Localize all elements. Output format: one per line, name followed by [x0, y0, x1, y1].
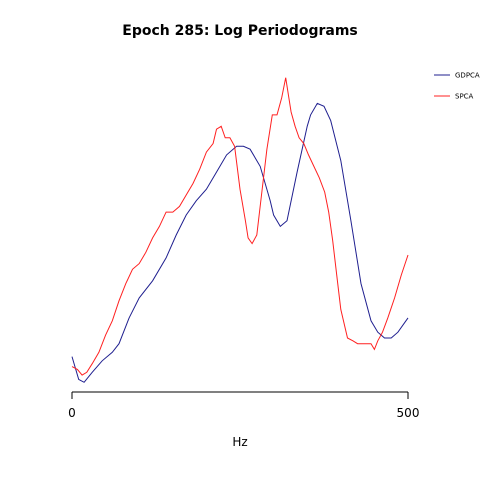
series-line-spca [71, 77, 409, 376]
series-line-gdpca [71, 102, 409, 383]
x-tick-label-1: 500 [397, 406, 420, 420]
x-ticks: 0 500 [68, 392, 419, 420]
x-axis: 0 500 [68, 391, 419, 420]
x-axis-label: Hz [232, 435, 247, 449]
legend: GDPCA SPCA [434, 72, 480, 101]
plot-area [71, 77, 409, 383]
chart-title: Epoch 285: Log Periodograms [122, 23, 357, 39]
legend-label-1: SPCA [455, 93, 474, 101]
legend-label-0: GDPCA [455, 72, 480, 80]
x-tick-label-0: 0 [68, 406, 76, 420]
